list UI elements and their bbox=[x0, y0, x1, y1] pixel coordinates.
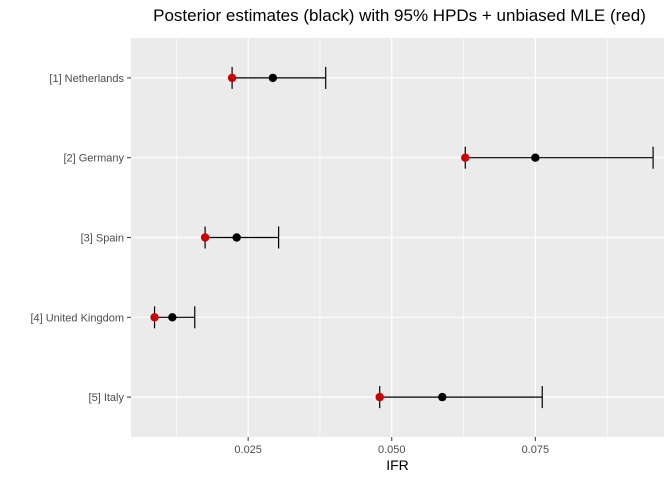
mle-point bbox=[200, 233, 210, 242]
x-axis-title: IFR bbox=[386, 457, 409, 473]
grid-lines bbox=[131, 38, 664, 437]
y-tick-label: [2] Germany bbox=[63, 153, 124, 165]
y-tick-label: [5] Italy bbox=[89, 392, 125, 404]
mle-point bbox=[461, 153, 470, 162]
y-tick-label: [1] Netherlands bbox=[49, 73, 124, 85]
x-tick-label: 0.025 bbox=[234, 444, 262, 456]
x-tick-label: 0.050 bbox=[378, 444, 406, 456]
y-axis: [1] Netherlands [2] Germany [3] Spain [4] U… bbox=[30, 73, 131, 404]
mle-point bbox=[150, 313, 159, 322]
y-tick-label: [3] Spain bbox=[81, 233, 124, 245]
posterior-point bbox=[531, 153, 540, 162]
y-tick-label: [4] United Kingdom bbox=[30, 312, 124, 324]
chart-title: Posterior estimates (black) with 95% HPD… bbox=[153, 6, 646, 25]
x-tick-label: 0.075 bbox=[522, 444, 550, 456]
x-axis: 0.025 0.050 0.075 bbox=[234, 437, 549, 456]
posterior-point bbox=[168, 313, 177, 322]
posterior-point bbox=[438, 392, 447, 402]
mle-point bbox=[375, 392, 384, 402]
data-marks bbox=[150, 66, 654, 409]
posterior-point bbox=[232, 233, 241, 242]
posterior-point bbox=[268, 73, 278, 83]
mle-point bbox=[227, 73, 237, 83]
